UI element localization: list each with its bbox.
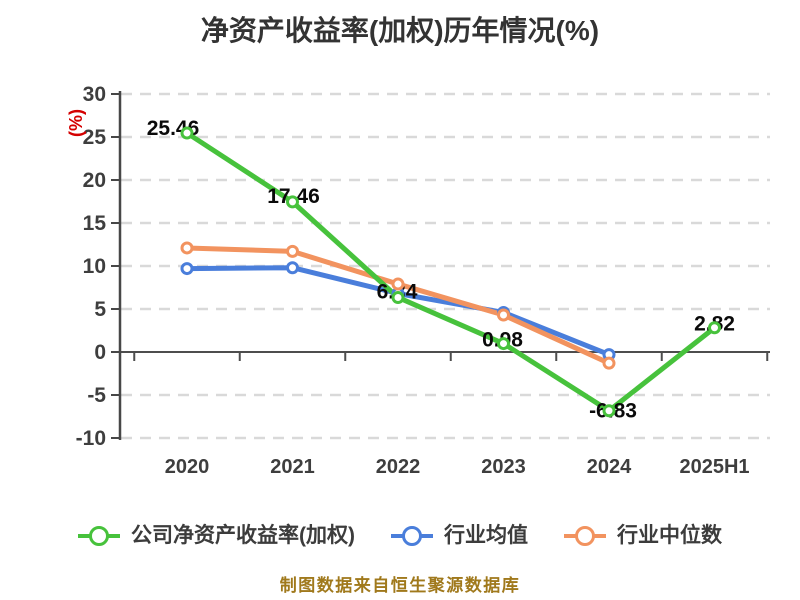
data-point-marker <box>286 261 299 275</box>
y-tick-label: 0 <box>94 341 106 364</box>
x-tick-label: 2021 <box>270 456 315 478</box>
data-point-marker <box>180 241 194 255</box>
y-axis-unit-label: (%) <box>66 109 86 137</box>
data-point-marker <box>391 277 405 291</box>
series-line-0 <box>184 130 717 414</box>
data-source-caption: 制图数据来自恒生聚源数据库 <box>279 576 521 595</box>
legend-marker-industry-median-icon <box>564 526 606 546</box>
legend-item-company[interactable]: 公司净资产收益率(加权) <box>78 523 355 549</box>
data-point-marker <box>286 244 299 258</box>
y-tick-label: -10 <box>76 427 106 450</box>
y-tick-label: 25 <box>83 126 107 149</box>
chart-title: 净资产收益率(加权)历年情况(%) <box>200 15 600 46</box>
y-tick-label: 5 <box>94 298 106 321</box>
x-tick-label: 2025H1 <box>679 456 749 478</box>
y-tick-label: 20 <box>83 169 106 192</box>
legend-item-industry-median[interactable]: 行业中位数 <box>564 523 722 549</box>
data-point-marker <box>286 195 299 209</box>
legend-label-company: 公司净资产收益率(加权) <box>131 524 355 547</box>
data-point-marker <box>602 404 616 418</box>
legend: 公司净资产收益率(加权) 行业均值 行业中位数 <box>0 523 800 549</box>
x-tick-label: 2024 <box>587 456 632 478</box>
data-point-marker <box>497 308 510 322</box>
legend-label-industry-median: 行业中位数 <box>617 524 722 547</box>
legend-item-industry-avg[interactable]: 行业均值 <box>391 523 528 549</box>
x-tick-label: 2020 <box>165 456 210 478</box>
y-tick-label: 15 <box>83 212 107 235</box>
y-tick-label: -5 <box>87 384 106 407</box>
data-point-marker <box>708 321 721 335</box>
data-point-marker <box>180 126 194 140</box>
data-point-marker <box>497 337 510 351</box>
data-point-marker <box>180 262 194 276</box>
legend-marker-company-icon <box>78 526 120 546</box>
x-tick-label: 2023 <box>481 456 526 478</box>
legend-marker-industry-avg-icon <box>391 526 433 546</box>
legend-label-industry-avg: 行业均值 <box>444 524 528 547</box>
data-point-marker <box>602 356 616 370</box>
y-tick-label: 30 <box>83 83 106 106</box>
data-point-marker <box>391 290 405 304</box>
y-tick-label: 10 <box>83 255 106 278</box>
x-tick-label: 2022 <box>376 456 421 478</box>
